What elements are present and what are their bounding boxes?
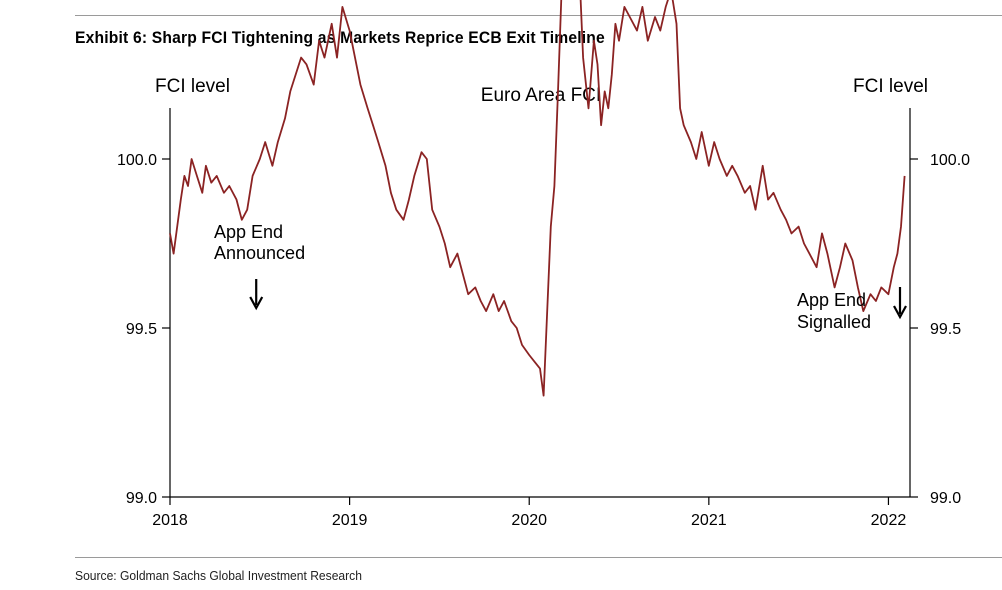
- down-arrow-head-icon: [249, 296, 264, 311]
- x-tick-label: 2019: [332, 512, 368, 529]
- y-tick-label-left: 100.0: [117, 152, 157, 169]
- annotation-app-end-announced: Announced: [214, 243, 305, 263]
- x-tick-label: 2018: [152, 512, 188, 529]
- y-axis-title-left: FCI level: [155, 76, 230, 97]
- annotation-app-end-signalled: Signalled: [797, 312, 871, 332]
- chart-title: Euro Area FCI: [481, 85, 601, 106]
- annotation-app-end-announced: App End: [214, 222, 283, 242]
- y-tick-label-right: 99.0: [930, 490, 961, 507]
- x-tick-label: 2020: [511, 512, 547, 529]
- fci-chart: FCI level FCI level Euro Area FCI 101.01…: [117, 0, 970, 529]
- x-ticks: 2018 2019 2020 2021 2022: [152, 497, 906, 529]
- y-tick-label-left: 99.0: [126, 490, 157, 507]
- y-axis-title-right: FCI level: [853, 76, 928, 97]
- x-tick-label: 2021: [691, 512, 727, 529]
- bottom-rule: [75, 557, 1002, 558]
- y-tick-label-left: 99.5: [126, 321, 157, 338]
- annotation-app-end-signalled: App End: [797, 290, 866, 310]
- y-tick-label-right: 100.0: [930, 152, 970, 169]
- x-tick-label: 2022: [871, 512, 907, 529]
- down-arrow-head-icon: [893, 305, 907, 320]
- top-rule: [75, 15, 1002, 16]
- source-note: Source: Goldman Sachs Global Investment …: [75, 568, 362, 583]
- fci-series-line: [169, 0, 906, 397]
- y-tick-label-right: 99.5: [930, 321, 961, 338]
